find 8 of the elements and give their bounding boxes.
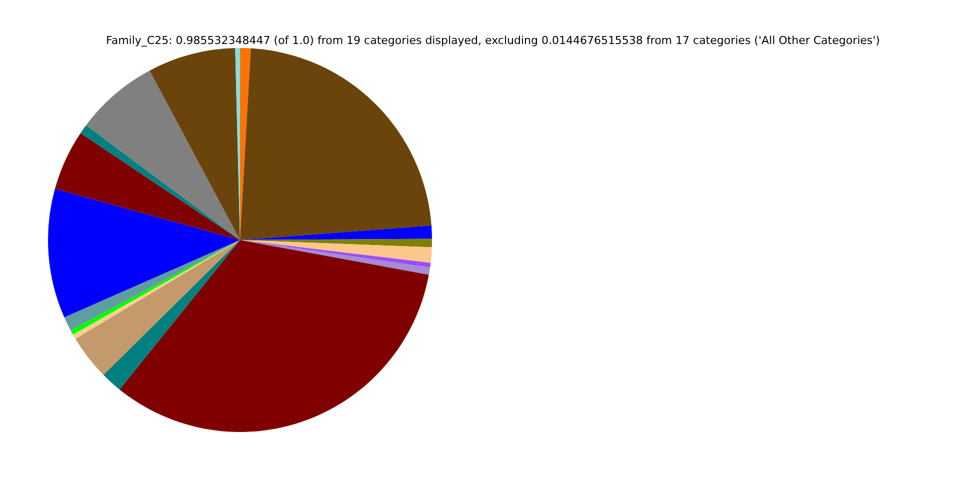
pie-slice <box>75 240 240 375</box>
pie-slice <box>86 70 240 240</box>
pie-slice <box>48 188 240 318</box>
pie-slice <box>103 240 240 390</box>
pie-slice <box>80 125 240 240</box>
pie-slice <box>240 240 431 268</box>
pie-slice <box>240 240 432 263</box>
text: Family_C25: 0.985532348447 (of 1.0) from 19 categories displayed, excluding 0.0144676515538 from 17 categories ('All Other Categories') <box>106 34 880 47</box>
